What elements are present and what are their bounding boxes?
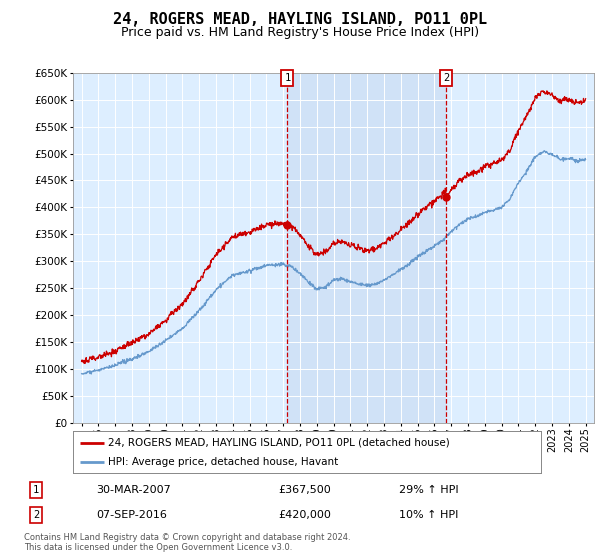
Text: 1: 1	[284, 73, 290, 83]
Text: 24, ROGERS MEAD, HAYLING ISLAND, PO11 0PL (detached house): 24, ROGERS MEAD, HAYLING ISLAND, PO11 0P…	[109, 437, 450, 447]
Text: HPI: Average price, detached house, Havant: HPI: Average price, detached house, Hava…	[109, 457, 338, 467]
Text: This data is licensed under the Open Government Licence v3.0.: This data is licensed under the Open Gov…	[24, 543, 292, 552]
Text: 24, ROGERS MEAD, HAYLING ISLAND, PO11 0PL: 24, ROGERS MEAD, HAYLING ISLAND, PO11 0P…	[113, 12, 487, 27]
Bar	[287, 73, 446, 423]
Text: 10% ↑ HPI: 10% ↑ HPI	[400, 510, 459, 520]
Text: Contains HM Land Registry data © Crown copyright and database right 2024.: Contains HM Land Registry data © Crown c…	[24, 533, 350, 542]
Text: 07-SEP-2016: 07-SEP-2016	[96, 510, 167, 520]
Text: 2: 2	[33, 510, 39, 520]
Text: 2: 2	[443, 73, 449, 83]
Text: Price paid vs. HM Land Registry's House Price Index (HPI): Price paid vs. HM Land Registry's House …	[121, 26, 479, 39]
Text: 1: 1	[33, 485, 39, 495]
Text: 30-MAR-2007: 30-MAR-2007	[96, 485, 170, 495]
Text: £420,000: £420,000	[278, 510, 331, 520]
Text: 29% ↑ HPI: 29% ↑ HPI	[400, 485, 459, 495]
Text: £367,500: £367,500	[278, 485, 331, 495]
